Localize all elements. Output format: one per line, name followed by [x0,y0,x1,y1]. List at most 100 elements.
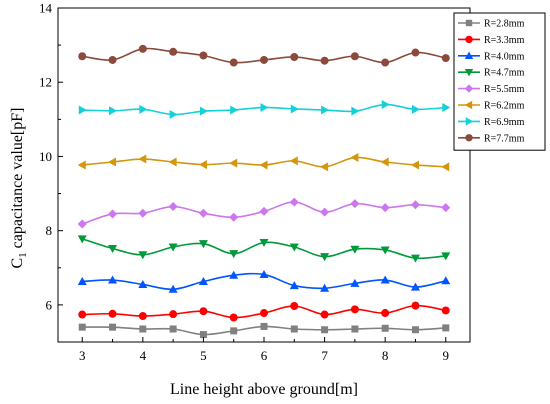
data-point [78,323,86,331]
data-point [441,276,451,285]
data-point [380,157,389,167]
data-point [108,55,117,64]
data-point [229,250,239,259]
data-point [411,104,420,114]
data-point [168,243,178,252]
data-point [289,243,299,252]
legend: R=2.8mm R=3.3mm R=4.0mm R=4.7mm R=5.5mm R=6.2… [453,12,546,151]
data-point [442,324,450,332]
plot-area [77,44,451,339]
data-point [108,209,118,219]
y-tick-label: 12 [39,75,52,90]
data-point [139,325,147,333]
data-point [198,208,208,218]
data-point [410,254,420,263]
y-tick-label: 14 [39,1,53,16]
data-point [199,307,208,316]
data-point [229,58,238,67]
data-point [229,158,238,168]
data-point [168,157,177,167]
data-point [77,219,87,229]
y-axis-title-main: C [9,258,26,269]
legend-marker [464,69,474,77]
data-point [351,325,359,333]
series-R=5.5mm [77,197,451,229]
data-point [77,235,87,244]
data-point [411,48,420,57]
legend-box [453,12,546,151]
data-point [441,306,450,315]
legend-label: R=6.9mm [484,117,525,128]
data-point [78,310,87,319]
data-point [77,160,86,170]
data-point [260,309,268,318]
data-point [198,160,207,170]
legend-label: R=4.7mm [484,68,525,79]
data-point [230,327,238,335]
y-tick-label: 10 [39,149,52,164]
x-tick-label: 3 [79,348,86,363]
data-point [289,281,299,290]
data-point [380,203,390,213]
legend-label: R=7.7mm [484,133,525,144]
legend-marker [465,19,473,27]
y-axis-title-subscript: 1 [17,252,29,258]
data-point [259,239,269,248]
data-point [320,56,329,65]
data-point [350,305,359,314]
data-point [411,301,420,310]
data-point [259,160,268,170]
legend-marker [465,134,473,142]
legend-marker [465,117,474,126]
data-point [78,52,87,61]
data-point [109,323,117,331]
legend-item: R=6.9mm [458,117,525,128]
series-R=6.2mm [77,153,450,172]
data-point [320,283,330,292]
data-point [229,313,238,322]
legend-item: R=3.3mm [458,35,525,46]
data-point [138,44,147,53]
data-point [169,110,178,120]
data-point [138,154,147,164]
data-point [108,275,118,284]
legend-label: R=2.8mm [484,19,525,30]
legend-marker [464,51,474,59]
data-point [138,208,148,218]
x-tick-label: 7 [321,348,328,363]
data-point [259,269,269,278]
data-point [229,212,239,222]
data-point [320,253,330,262]
data-point [350,153,359,163]
series-R=4.0mm [77,269,451,293]
data-point [381,58,390,67]
series-R=2.8mm [78,322,450,339]
data-point [410,160,419,170]
x-tick-label: 5 [200,348,207,363]
legend-item: R=5.5mm [458,84,525,95]
data-point [441,252,451,261]
legend-marker [465,35,473,44]
data-point [442,102,451,112]
series-R=4.7mm [77,235,451,263]
data-point [350,199,360,209]
data-point [229,270,239,279]
data-point [321,105,330,115]
data-point [230,105,239,115]
data-point [169,325,177,333]
data-point [410,200,420,210]
data-point [320,310,329,319]
data-point [109,106,118,116]
x-tick-label: 9 [443,348,450,363]
data-point [351,106,360,116]
data-point [198,240,208,249]
data-point [441,54,450,63]
data-point [260,322,268,330]
x-tick-label: 8 [382,348,389,363]
data-point [138,279,148,288]
legend-label: R=6.2mm [484,101,525,112]
data-point [441,162,450,172]
series-R=7.7mm [78,44,450,67]
y-tick-label: 8 [46,223,53,238]
y-tick-label: 6 [46,297,53,312]
